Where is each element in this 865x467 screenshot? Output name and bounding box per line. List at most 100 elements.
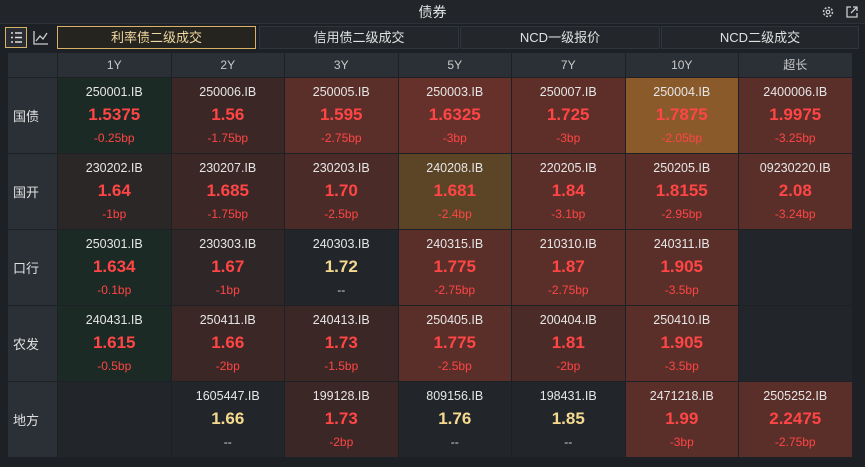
bond-code: 250205.IB [653,161,711,175]
bond-code: 250007.IB [539,85,597,99]
list-view-icon[interactable] [5,27,27,48]
bond-cell[interactable]: 2505252.IB 2.2475 -2.75bp [739,382,852,457]
bond-code: 250411.IB [199,313,256,327]
bond-code: 250410.IB [653,313,711,327]
bond-code: 200404.IB [539,313,597,327]
bond-yield: 1.67 [211,257,245,276]
bond-yield: 1.725 [546,105,590,124]
bond-code: 2505252.IB [763,389,828,403]
yield-change: -- [223,435,232,449]
bond-code: 240315.IB [426,237,484,251]
bond-cell[interactable]: 1605447.IB 1.66 -- [171,382,284,457]
bond-cell[interactable]: 250301.IB 1.634 -0.1bp [58,230,171,305]
bond-cell[interactable]: 2471218.IB 1.99 -3bp [625,382,738,457]
bond-yield: 1.775 [433,333,477,352]
bond-cell[interactable]: 240431.IB 1.615 -0.5bp [58,306,171,381]
bond-cell[interactable]: 09230220.IB 2.08 -3.24bp [739,154,852,229]
bond-code: 230202.IB [85,161,143,175]
yield-change: -2.75bp [547,283,589,297]
bond-cell[interactable]: 250007.IB 1.725 -3bp [512,78,625,153]
bond-code: 230207.IB [199,161,257,175]
bond-yield: 1.66 [211,333,245,352]
yield-change: -1bp [215,283,240,297]
bond-code: 240311.IB [653,237,710,251]
bond-code: 809156.IB [426,389,484,403]
bond-cell [739,230,852,305]
window-title: 债券 [418,4,447,20]
bond-yield: 1.73 [324,333,358,352]
yield-change: -0.1bp [97,283,132,297]
chart-view-icon[interactable] [30,27,52,48]
bond-yield: 1.8155 [655,181,708,200]
bond-cell[interactable]: 250005.IB 1.595 -2.75bp [285,78,398,153]
bond-cell[interactable]: 2400006.IB 1.9975 -3.25bp [739,78,852,153]
bond-cell[interactable]: 210310.IB 1.87 -2.75bp [512,230,625,305]
yield-change: -3.5bp [664,283,699,297]
bond-cell[interactable]: 230303.IB 1.67 -1bp [171,230,284,305]
bond-cell[interactable]: 240315.IB 1.775 -2.75bp [398,230,511,305]
row-label: 地方 [8,382,57,457]
column-header: 3Y [285,53,398,77]
tab[interactable]: 信用债二级成交 [259,26,459,49]
bond-cell[interactable]: 250006.IB 1.56 -1.75bp [171,78,284,153]
bond-cell[interactable]: 230207.IB 1.685 -1.75bp [171,154,284,229]
tab[interactable]: NCD二级成交 [661,26,859,49]
tab[interactable]: NCD一级报价 [460,26,660,49]
yield-change: -1.5bp [324,359,359,373]
bond-code: 210310.IB [539,237,597,251]
bond-code: 220205.IB [539,161,597,175]
bond-cell[interactable]: 230203.IB 1.70 -2.5bp [285,154,398,229]
bond-yield: 1.56 [211,105,245,124]
bond-cell [739,306,852,381]
bond-yield: 1.73 [324,409,358,428]
row-label: 口行 [8,230,57,305]
column-header: 1Y [58,53,171,77]
bond-cell[interactable]: 240208.IB 1.681 -2.4bp [398,154,511,229]
bond-cell[interactable]: 250004.IB 1.7875 -2.05bp [625,78,738,153]
bond-cell[interactable]: 250001.IB 1.5375 -0.25bp [58,78,171,153]
bond-code: 240303.IB [312,237,370,251]
bond-cell[interactable]: 240303.IB 1.72 -- [285,230,398,305]
bond-cell[interactable]: 240413.IB 1.73 -1.5bp [285,306,398,381]
bond-code: 250004.IB [653,85,711,99]
bond-cell[interactable]: 220205.IB 1.84 -3.1bp [512,154,625,229]
yield-change: -1.75bp [207,207,249,221]
bond-yield: 1.81 [551,333,585,352]
bond-code: 1605447.IB [195,389,260,403]
bond-code: 198431.IB [539,389,597,403]
bond-cell[interactable]: 198431.IB 1.85 -- [512,382,625,457]
bond-code: 250001.IB [85,85,143,99]
popout-icon[interactable] [845,5,859,19]
bond-cell[interactable]: 240311.IB 1.905 -3.5bp [625,230,738,305]
row-label: 国开 [8,154,57,229]
yield-change: -3bp [669,435,694,449]
bond-yield: 1.905 [660,257,704,276]
bond-yield: 1.5375 [88,105,141,124]
yield-change: -1.75bp [207,131,249,145]
bond-yield: 1.64 [97,181,131,200]
bond-cell[interactable]: 250410.IB 1.905 -3.5bp [625,306,738,381]
bond-cell[interactable]: 250003.IB 1.6325 -3bp [398,78,511,153]
bond-cell[interactable]: 250405.IB 1.775 -2.5bp [398,306,511,381]
tab[interactable]: 利率债二级成交 [57,26,256,49]
bond-cell[interactable]: 250205.IB 1.8155 -2.95bp [625,154,738,229]
row-label: 国债 [8,78,57,153]
bond-code: 199128.IB [312,389,370,403]
bond-code: 240208.IB [426,161,484,175]
bond-cell[interactable]: 809156.IB 1.76 -- [398,382,511,457]
bond-cell[interactable]: 230202.IB 1.64 -1bp [58,154,171,229]
bond-cell[interactable]: 199128.IB 1.73 -2bp [285,382,398,457]
settings-icon[interactable] [821,5,835,19]
bond-yield: 1.595 [319,105,363,124]
yield-change: -- [337,283,346,297]
yield-change: -2.5bp [437,359,472,373]
bond-cell[interactable]: 250411.IB 1.66 -2bp [171,306,284,381]
bond-code: 240413.IB [312,313,370,327]
bond-code: 250003.IB [426,85,484,99]
bond-cell[interactable]: 200404.IB 1.81 -2bp [512,306,625,381]
yield-change: -0.5bp [97,359,132,373]
column-header: 2Y [171,53,284,77]
bond-code: 2471218.IB [649,389,714,403]
yield-change: -2.75bp [320,131,362,145]
